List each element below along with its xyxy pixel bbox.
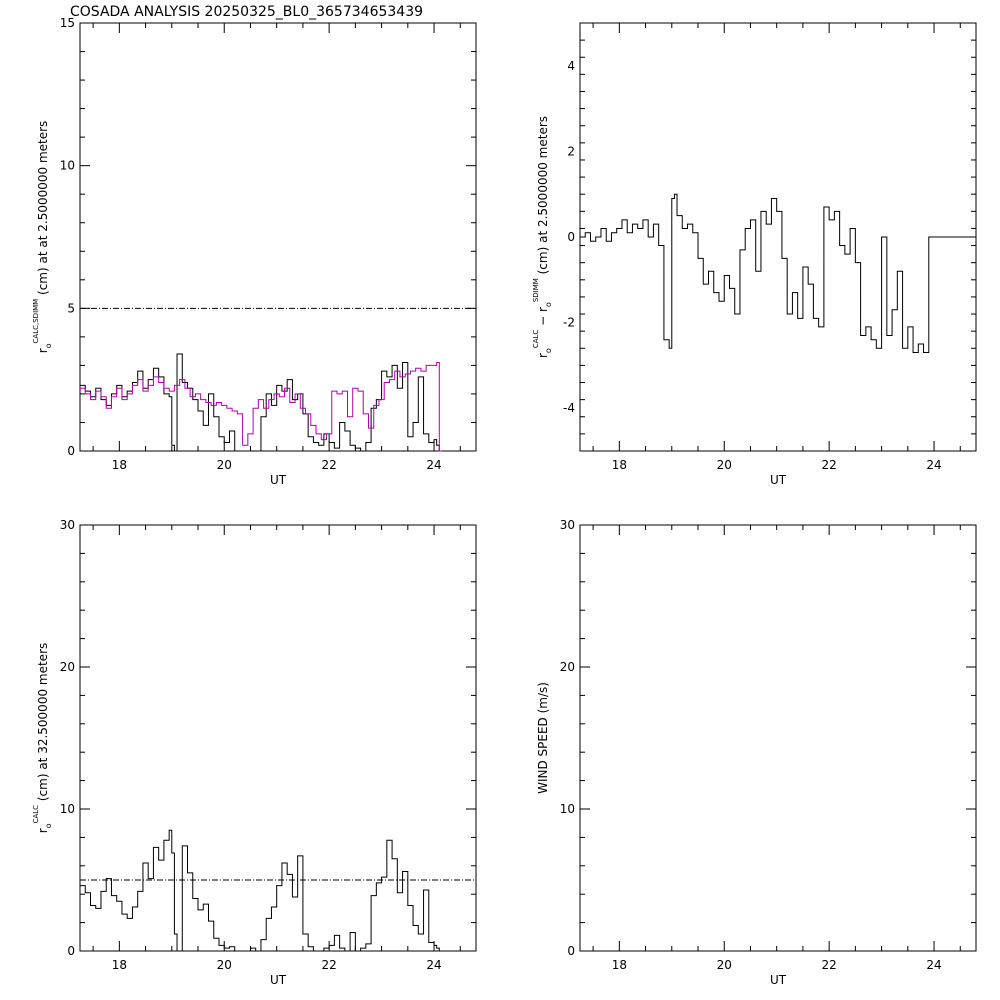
y-tick-label: 0 (67, 444, 75, 458)
y-axis-label-part: r (536, 353, 550, 358)
y-tick-label: 20 (560, 660, 575, 674)
x-axis-label: UT (270, 473, 287, 487)
y-axis-label: roCALC − roSDIMM (cm) at 2.5000000 meter… (532, 116, 553, 358)
series-line-0 (80, 353, 442, 452)
y-axis-label-part: o (44, 823, 53, 828)
x-tick-label: 20 (217, 458, 232, 472)
y-axis-label-part: o (44, 343, 53, 348)
x-tick-label: 22 (821, 958, 836, 972)
y-axis-label-part: (cm) at at 2.5000000 meters (36, 121, 50, 299)
y-tick-label: 30 (60, 518, 75, 532)
y-axis-label: ro CALC,SDIMM (cm) at at 2.5000000 meters (32, 121, 53, 354)
y-axis-label-part: SDIMM (532, 278, 540, 302)
series-line-1 (80, 362, 442, 452)
x-tick-label: 18 (612, 458, 627, 472)
y-tick-label: 10 (60, 159, 75, 173)
series-line-0 (80, 829, 442, 952)
panel-bottom-right: 18 20 22 24 0 10 20 30 UT WIND SPEED (m/s) (536, 518, 977, 987)
y-axis-label-part: r (36, 348, 50, 353)
y-axis-label-part: o (544, 302, 553, 307)
x-tick-label: 18 (112, 958, 127, 972)
x-axis-label: UT (770, 473, 787, 487)
y-axis-label-part: r (36, 828, 50, 833)
y-axis-label-part: WIND SPEED (m/s) (536, 682, 550, 794)
y-axis-label: WIND SPEED (m/s) (536, 682, 550, 794)
y-axis-label-part: (cm) at 32.500000 meters (36, 643, 50, 805)
x-tick-label: 20 (717, 958, 732, 972)
plot-frame (79, 524, 477, 952)
x-tick-label: 22 (821, 458, 836, 472)
y-tick-label: -2 (563, 316, 575, 330)
y-axis-label-part: CALC,SDIMM (32, 299, 40, 344)
x-tick-label: 20 (717, 458, 732, 472)
y-tick-label: -4 (563, 401, 575, 415)
plot-frame (79, 22, 477, 452)
x-tick-label: 24 (926, 458, 941, 472)
x-tick-label: 24 (426, 458, 441, 472)
figure-title: COSADA ANALYSIS 20250325_BL0_36573465343… (70, 4, 423, 20)
x-tick-label: 24 (926, 958, 941, 972)
x-tick-label: 20 (217, 958, 232, 972)
x-axis-label: UT (270, 973, 287, 987)
y-tick-label: 20 (60, 660, 75, 674)
x-tick-label: 24 (426, 958, 441, 972)
y-tick-label: 5 (67, 301, 75, 315)
y-axis-label-part: − r (536, 307, 550, 330)
x-tick-label: 22 (321, 958, 336, 972)
y-tick-label: 4 (567, 59, 575, 73)
y-axis-label-part: o (544, 348, 553, 353)
y-tick-label: 2 (567, 144, 575, 158)
y-axis-label-part: CALC (532, 330, 540, 349)
y-tick-label: 10 (60, 802, 75, 816)
y-axis-label-part: CALC (32, 805, 40, 824)
x-tick-label: 22 (321, 458, 336, 472)
plot-frame (579, 22, 977, 452)
y-tick-label: 30 (560, 518, 575, 532)
x-tick-label: 18 (112, 458, 127, 472)
x-axis-label: UT (770, 973, 787, 987)
y-tick-label: 15 (60, 16, 75, 30)
y-axis-label-part: (cm) at 2.5000000 meters (536, 116, 550, 278)
x-tick-label: 18 (612, 958, 627, 972)
y-tick-label: 0 (67, 944, 75, 958)
y-tick-label: 0 (567, 944, 575, 958)
y-tick-label: 0 (567, 230, 575, 244)
panel-bottom-left: 18 20 22 24 0 10 20 30 UT ro CALC (cm) at 32.50000… (32, 518, 477, 987)
y-tick-label: 10 (560, 802, 575, 816)
plot-frame (579, 524, 977, 952)
series-line-0 (580, 193, 976, 354)
panel-top-left: 18 20 22 24 0 5 10 15 UT ro CALC,SDIMM (cm) at at … (32, 16, 477, 487)
y-axis-label: ro CALC (cm) at 32.500000 meters (32, 643, 53, 834)
